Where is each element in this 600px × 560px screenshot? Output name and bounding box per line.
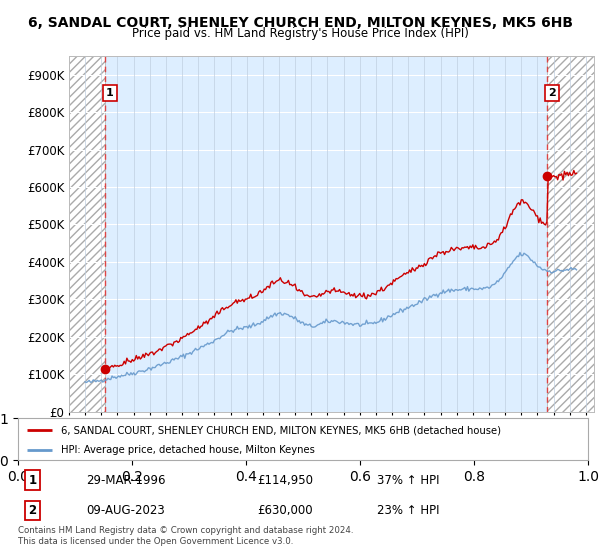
Text: £114,950: £114,950 — [257, 474, 313, 487]
Text: 6, SANDAL COURT, SHENLEY CHURCH END, MILTON KEYNES, MK5 6HB (detached house): 6, SANDAL COURT, SHENLEY CHURCH END, MIL… — [61, 425, 501, 435]
Text: 09-AUG-2023: 09-AUG-2023 — [86, 504, 165, 517]
Text: 2: 2 — [548, 88, 556, 99]
Text: Price paid vs. HM Land Registry's House Price Index (HPI): Price paid vs. HM Land Registry's House … — [131, 27, 469, 40]
Text: 1: 1 — [106, 88, 114, 99]
Text: 23% ↑ HPI: 23% ↑ HPI — [377, 504, 440, 517]
Text: 1: 1 — [28, 474, 37, 487]
Bar — [69, 56, 105, 412]
Bar — [547, 56, 594, 412]
Text: 6, SANDAL COURT, SHENLEY CHURCH END, MILTON KEYNES, MK5 6HB: 6, SANDAL COURT, SHENLEY CHURCH END, MIL… — [28, 16, 572, 30]
Text: £630,000: £630,000 — [257, 504, 313, 517]
Text: 37% ↑ HPI: 37% ↑ HPI — [377, 474, 440, 487]
Text: 29-MAR-1996: 29-MAR-1996 — [86, 474, 166, 487]
Text: Contains HM Land Registry data © Crown copyright and database right 2024.
This d: Contains HM Land Registry data © Crown c… — [18, 526, 353, 546]
Text: 2: 2 — [28, 504, 37, 517]
Text: HPI: Average price, detached house, Milton Keynes: HPI: Average price, detached house, Milt… — [61, 445, 314, 455]
